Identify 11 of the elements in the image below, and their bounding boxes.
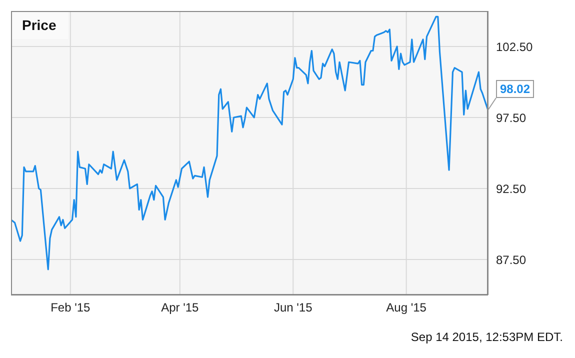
text: Sep 14 2015, 12:53PM EDT. [410, 330, 563, 344]
y-tick-label: 102.50 [496, 40, 534, 54]
y-tick-label: 92.50 [496, 182, 526, 196]
x-tick-label: Jun '15 [274, 300, 313, 315]
x-tick-label: Apr '15 [161, 300, 200, 315]
y-tick-label: 97.50 [496, 110, 526, 125]
x-tick-label: Feb '15 [50, 300, 91, 315]
chart-title: Price [12, 12, 68, 39]
y-tick-label: 87.50 [496, 252, 526, 267]
x-tick-label: Aug '15 [386, 300, 427, 315]
annotation: 98.02 [496, 80, 534, 98]
